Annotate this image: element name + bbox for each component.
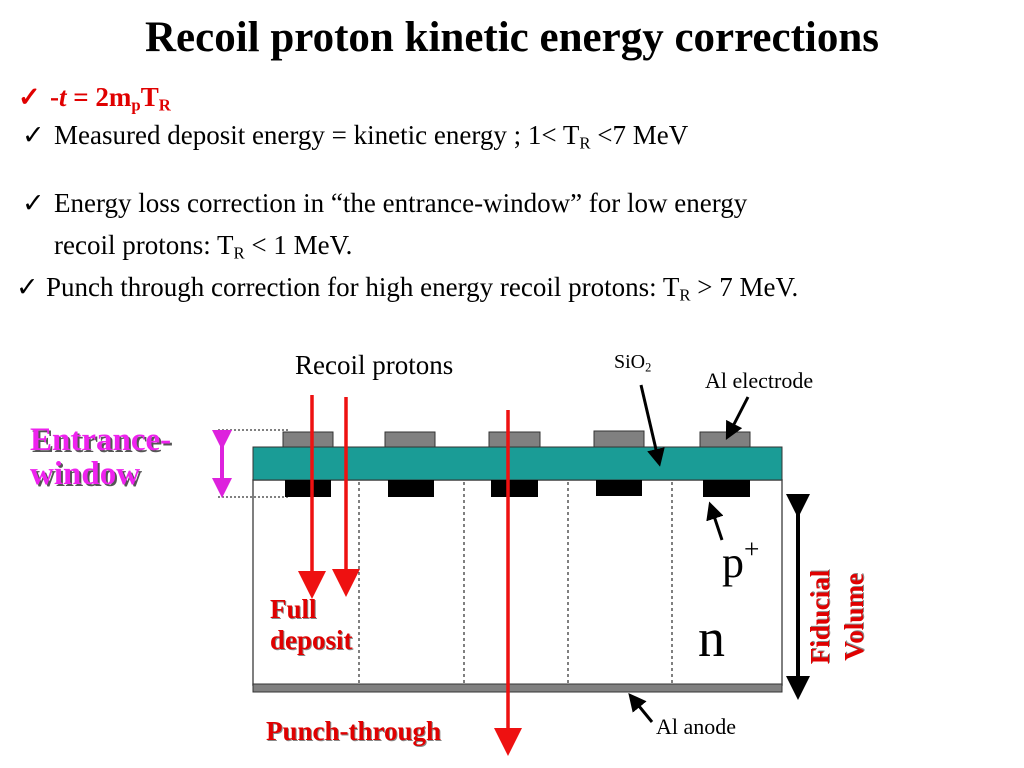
p-plus-implant bbox=[703, 480, 750, 497]
fiducial-volume-label: Fiducial Volume bbox=[805, 569, 869, 665]
sio2-layer bbox=[252, 446, 783, 481]
bullet-relation: ✓ -t = 2mpTR bbox=[18, 80, 171, 114]
check-icon: ✓ bbox=[22, 188, 45, 218]
p-plus-label: p+ bbox=[722, 533, 760, 587]
recoil-protons-label: Recoil protons bbox=[295, 350, 454, 380]
p-plus-pointer-arrow bbox=[706, 501, 724, 541]
bullet-energy-loss-line2: recoil protons: TR < 1 MeV. bbox=[54, 230, 353, 263]
relation-formula: -t = 2mpTR bbox=[50, 82, 171, 115]
al-electrode bbox=[488, 431, 541, 449]
entrance-window-label: Entrance- window bbox=[30, 422, 172, 492]
check-icon: ✓ bbox=[22, 120, 45, 150]
sio2-label: SiO2 bbox=[614, 351, 652, 375]
check-icon: ✓ bbox=[18, 82, 41, 112]
full-deposit-label: Full deposit bbox=[270, 594, 353, 655]
p-plus-implant bbox=[388, 480, 434, 497]
page-title: Recoil proton kinetic energy corrections bbox=[144, 14, 880, 61]
p-plus-implant bbox=[285, 480, 331, 497]
bullet-punch-through: ✓ Punch through correction for high energ… bbox=[16, 272, 799, 305]
al-anode bbox=[252, 683, 783, 693]
p-plus-implant bbox=[491, 480, 538, 497]
al-electrode-pointer-arrow bbox=[725, 396, 750, 441]
p-plus-implant bbox=[596, 480, 642, 496]
al-electrode bbox=[699, 431, 751, 449]
al-electrode bbox=[384, 431, 436, 449]
al-electrode-label: Al electrode bbox=[705, 368, 814, 393]
check-icon: ✓ bbox=[16, 272, 39, 302]
al-anode-label: Al anode bbox=[656, 714, 737, 739]
punch-through-label: Punch-through bbox=[266, 716, 442, 746]
al-electrode bbox=[282, 431, 334, 449]
sio2-pointer-arrow bbox=[639, 384, 665, 467]
bullet-measured: ✓ Measured deposit energy = kinetic energ… bbox=[22, 120, 689, 153]
n-label: n bbox=[698, 608, 725, 668]
al-electrode bbox=[593, 430, 645, 448]
bullet-energy-loss: ✓ Energy loss correction in “the entrance… bbox=[22, 188, 748, 218]
al-anode-pointer-arrow bbox=[628, 693, 654, 723]
